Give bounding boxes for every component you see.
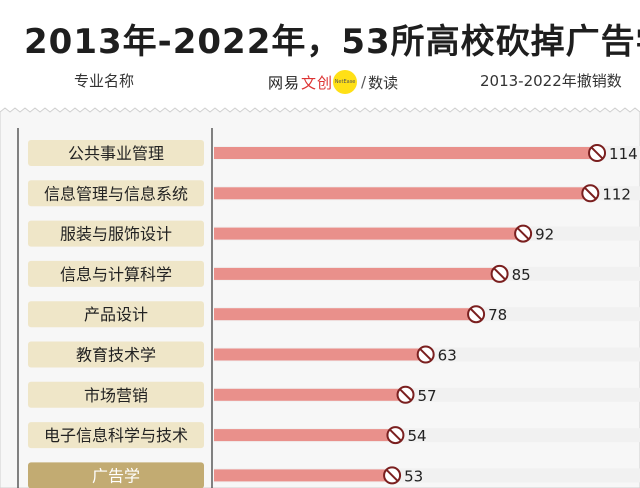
bar — [214, 308, 477, 321]
category-label-bg — [28, 301, 204, 328]
chart-title: 2013年-2022年，53所高校砍掉广告学 — [24, 22, 640, 62]
value-label: 78 — [488, 306, 507, 324]
category-label: 服装与服饰设计 — [60, 225, 172, 244]
category-label-bg — [28, 422, 204, 449]
category-label-bg — [28, 462, 204, 488]
prohibited-icon — [490, 264, 509, 283]
category-label: 产品设计 — [84, 305, 148, 324]
value-label: 63 — [438, 347, 457, 365]
category-label: 公共事业管理 — [68, 144, 164, 163]
prohibited-icon — [416, 345, 435, 364]
category-label-bg — [28, 220, 204, 247]
value-label: 112 — [602, 185, 631, 203]
category-label-bg — [28, 260, 204, 287]
bar — [214, 429, 396, 442]
value-column-header: 2013-2022年撤销数 — [480, 72, 622, 90]
bar — [214, 187, 591, 200]
category-label: 电子信息科学与技术 — [44, 426, 188, 445]
brand-name: 网易文创 — [268, 73, 334, 92]
value-label: 92 — [535, 226, 554, 244]
prohibited-icon — [588, 144, 607, 162]
bar — [214, 267, 500, 280]
category-label: 市场营销 — [84, 386, 148, 405]
category-label: 信息与计算科学 — [60, 265, 172, 284]
brand-logo: 网易文创 NetEase / 数读 — [268, 69, 398, 95]
prohibited-icon — [467, 305, 486, 324]
brand-separator: / — [361, 73, 367, 91]
category-column-header: 专业名称 — [74, 72, 135, 90]
prohibited-icon — [383, 466, 402, 485]
brand-badge: NetEase — [333, 70, 358, 94]
prohibited-icon — [581, 184, 600, 203]
category-label-bg — [28, 341, 204, 368]
bar — [214, 147, 598, 159]
value-label: 57 — [418, 387, 437, 405]
bar — [214, 469, 393, 482]
bar — [214, 348, 426, 361]
category-label: 信息管理与信息系统 — [44, 184, 188, 203]
category-label-bg — [28, 180, 204, 207]
category-label-bg — [28, 381, 204, 408]
category-label: 广告学 — [92, 466, 140, 485]
prohibited-icon — [514, 224, 533, 243]
value-label: 114 — [609, 145, 638, 163]
brand-suffix: 数读 — [368, 73, 399, 92]
category-label: 教育技术学 — [76, 346, 156, 365]
category-label-bg — [28, 140, 204, 166]
bar — [214, 227, 524, 240]
value-label: 53 — [404, 467, 423, 485]
bar — [214, 388, 406, 401]
value-label: 54 — [407, 427, 426, 445]
value-label: 85 — [512, 266, 531, 284]
prohibited-icon — [396, 385, 415, 404]
prohibited-icon — [386, 426, 405, 445]
